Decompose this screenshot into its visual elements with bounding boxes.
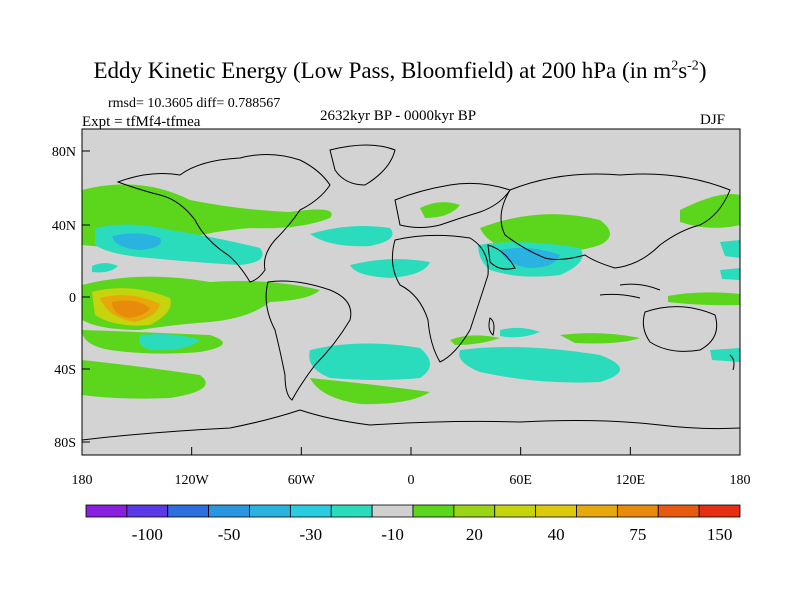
- colorbar-swatch: [126, 504, 169, 518]
- colorbar-label: -50: [218, 525, 241, 544]
- lon-tick-label: 60E: [509, 473, 532, 488]
- colorbar-swatch: [576, 504, 618, 518]
- coast-antarctica: [82, 409, 740, 441]
- field-n-pacific-blue: [112, 233, 161, 250]
- colorbar-swatch: [616, 504, 659, 518]
- coast-madagascar: [488, 317, 495, 336]
- colorbar-swatch: [535, 504, 577, 518]
- lon-tick-label: 120W: [175, 473, 210, 488]
- colorbar-swatch: [330, 504, 373, 518]
- coast-africa: [391, 234, 489, 363]
- field-w-pacific-cyan: [92, 263, 118, 273]
- field-s-atlantic-green: [310, 378, 430, 405]
- field-s-south-green: [82, 360, 206, 399]
- colorbar-label: -30: [299, 525, 322, 544]
- colorbar-label: -10: [381, 525, 404, 544]
- lat-tick-label: 0: [69, 291, 76, 306]
- field-s-east-green: [560, 333, 640, 344]
- anomaly-fields: [82, 184, 740, 405]
- colorbar-swatch: [249, 504, 291, 518]
- colorbar-swatch: [208, 504, 250, 518]
- coast-indonesia: [599, 283, 661, 299]
- chart-title: Eddy Kinetic Energy (Low Pass, Bloomfiel…: [93, 58, 707, 83]
- lat-tick-label: 40S: [54, 363, 76, 378]
- colorbar-label: 20: [466, 525, 483, 544]
- field-small-green-e: [668, 292, 740, 306]
- season-label: DJF: [700, 112, 726, 128]
- colorbar-swatch: [453, 504, 496, 518]
- field-small-cyan-e: [720, 268, 740, 280]
- colorbar-label: -100: [132, 525, 163, 544]
- lat-axis: 80N 40N 0 40S 80S: [52, 145, 90, 451]
- lon-tick-label: 0: [408, 473, 415, 488]
- lat-tick-label: 80N: [52, 145, 76, 160]
- field-n-atlantic-cyan: [310, 226, 393, 247]
- field-s-indian-cyan: [459, 346, 620, 383]
- field-e-pacific-cyan: [720, 240, 740, 258]
- field-se-cyan: [710, 348, 740, 362]
- lon-axis: 180 120W 60W 0 60E 120E 180: [72, 447, 751, 488]
- coast-south-america: [265, 280, 352, 401]
- stats-text: rmsd= 10.3605 diff= 0.788567: [108, 96, 281, 111]
- colorbar-label: 40: [548, 525, 565, 544]
- field-mid-atlantic-cyan: [350, 259, 430, 278]
- colorbar-swatch: [371, 504, 414, 518]
- field-n-atlantic-green: [420, 202, 460, 218]
- field-tropic-orange: [112, 300, 150, 318]
- lon-tick-label: 180: [730, 473, 751, 488]
- coast-arabia: [487, 244, 516, 270]
- colorbar-swatch: [657, 504, 700, 518]
- coast-asia: [500, 173, 731, 269]
- colorbar-swatch: [289, 504, 332, 518]
- colorbar: -100 -50 -30 -10 20 40 75 150: [85, 504, 741, 544]
- colorbar-swatch: [412, 504, 455, 518]
- field-s-atlantic-cyan: [309, 343, 430, 380]
- lon-tick-label: 60W: [288, 473, 316, 488]
- field-asia-blue: [500, 247, 560, 268]
- colorbar-swatch: [494, 504, 537, 518]
- coast-north-america: [116, 154, 331, 283]
- colorbar-swatch: [698, 504, 741, 518]
- colorbar-swatch: [85, 504, 128, 518]
- lon-tick-label: 180: [72, 473, 93, 488]
- lon-tick-label: 120E: [616, 473, 646, 488]
- lat-tick-label: 80S: [54, 436, 76, 451]
- lat-tick-label: 40N: [52, 219, 76, 234]
- field-s-pacific-cyan: [138, 334, 200, 351]
- field-s-indian-green: [450, 335, 500, 345]
- period-label: 2632kyr BP - 0000kyr BP: [320, 108, 477, 124]
- coast-greenland: [329, 144, 396, 186]
- coast-new-zealand: [729, 354, 735, 371]
- colorbar-swatch: [167, 504, 210, 518]
- experiment-label: Expt = tfMf4-tfmea: [82, 114, 201, 130]
- colorbar-label: 150: [707, 525, 733, 544]
- coast-australia: [642, 306, 718, 352]
- coast-europe: [394, 182, 511, 228]
- field-ne-pacific-green: [680, 194, 740, 228]
- field-s-indian-small-cyan: [500, 327, 540, 338]
- colorbar-label: 75: [629, 525, 646, 544]
- coastlines: [82, 144, 740, 441]
